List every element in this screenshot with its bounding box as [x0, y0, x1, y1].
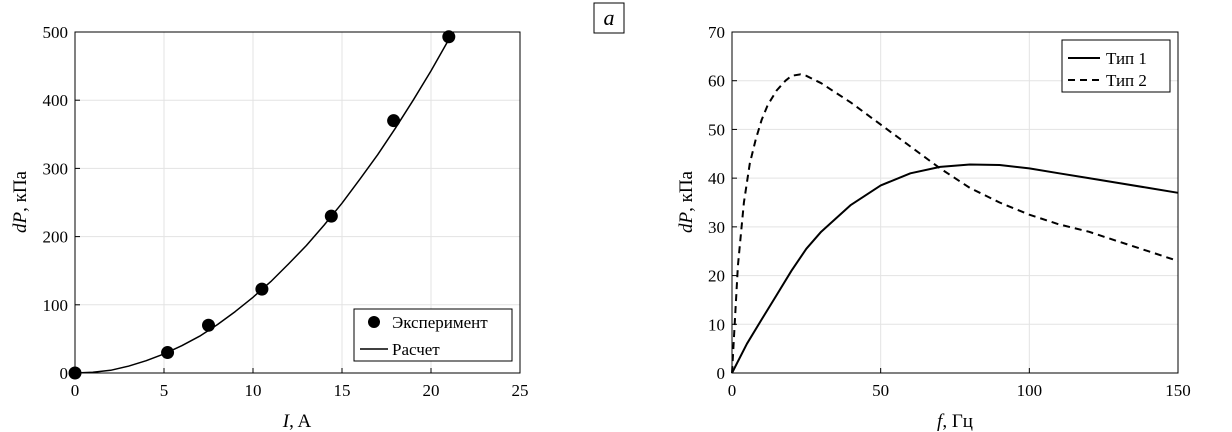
chart-1-y-axis-label: dP, кПа	[676, 170, 697, 233]
chart-0-legend-box	[353, 308, 513, 362]
chart-1-y-tick-label: 60	[708, 72, 725, 91]
chart-1-y-axis-unit: , кПа	[676, 170, 697, 211]
chart-0-y-tick-label: 300	[43, 159, 69, 178]
chart-1-y-tick-label: 70	[708, 23, 725, 42]
chart-1-y-axis-var: dP	[676, 212, 697, 234]
chart-1-x-tick-label: 150	[1165, 381, 1191, 400]
chart-1-series-line-0	[731, 163, 1179, 374]
chart-1-legend-label-1: Тип 2	[1106, 71, 1147, 90]
chart-0-y-tick-label: 100	[43, 296, 69, 315]
chart-0-series-line-1	[74, 39, 450, 374]
chart-0-y-axis-label: dP, кПа	[10, 170, 31, 233]
chart-1-x-axis-label: f, Гц	[937, 411, 973, 432]
chart-0-plot-frame	[74, 31, 521, 374]
chart-0-data-point	[387, 114, 401, 128]
chart-1-x-axis-unit: , Гц	[942, 411, 973, 432]
chart-1-legend: Тип 1 Тип 2	[1061, 39, 1171, 93]
chart-0-y-tick-label: 200	[43, 228, 69, 247]
chart-0-ticks: 0 5 10 15 20 25 0 100 200 300 400 500	[43, 23, 529, 400]
chart-1-series-line-1	[731, 73, 1179, 374]
chart-1-legend-label-0: Тип 1	[1106, 49, 1147, 68]
chart-0-y-tick-label: 500	[43, 23, 69, 42]
chart-1-legend-box	[1061, 39, 1171, 93]
chart-1-x-axis-var: f	[937, 411, 945, 432]
chart-1-y-tick-label: 0	[717, 364, 726, 383]
chart-1-series	[731, 73, 1179, 374]
chart-1-plot-frame	[731, 31, 1179, 374]
chart-0-data-point	[442, 30, 456, 44]
panel-tag: a	[593, 2, 625, 34]
chart-0-x-tick-label: 15	[334, 381, 351, 400]
chart-1-y-tick-label: 50	[708, 120, 725, 139]
panel-tag-label: a	[604, 5, 615, 30]
chart-1-x-tick-label: 50	[872, 381, 889, 400]
chart-0-legend-label-1: Расчет	[392, 340, 440, 359]
chart-0-x-axis-label: I, A	[282, 411, 312, 432]
chart-1-y-tick-label: 20	[708, 267, 725, 286]
chart-0-legend-label-0: Эксперимент	[392, 313, 488, 332]
chart-0-y-tick-label: 400	[43, 91, 69, 110]
chart-1-x-tick-label: 0	[728, 381, 737, 400]
chart-0-x-tick-label: 20	[423, 381, 440, 400]
chart-0-y-tick-label: 0	[60, 364, 69, 383]
chart-0-y-axis-var: dP	[10, 212, 31, 234]
chart-0-x-tick-label: 25	[512, 381, 529, 400]
chart-0-x-tick-label: 0	[71, 381, 80, 400]
chart-0-x-tick-label: 10	[245, 381, 262, 400]
chart-0-x-axis-var: I	[282, 411, 291, 432]
panel-tag-box	[593, 2, 625, 34]
chart-0-x-axis-unit: , A	[289, 411, 311, 432]
chart-1-y-tick-label: 30	[708, 218, 725, 237]
chart-0-y-axis-unit: , кПа	[10, 170, 31, 211]
chart-1-ticks: 0 50 100 150 0 10 20 30 40 50 60 70	[708, 23, 1191, 400]
chart-0-legend-marker	[368, 316, 380, 328]
chart-0-series	[68, 30, 456, 380]
chart-1-y-tick-label: 40	[708, 169, 725, 188]
chart-1-y-tick-label: 10	[708, 315, 725, 334]
chart-1-x-tick-label: 100	[1017, 381, 1043, 400]
chart-0-legend: Эксперимент Расчет	[353, 308, 513, 362]
chart-frequency-vs-pressure: 0 50 100 150 0 10 20 30 40 50 60 70 f, Гц dP, кПа Т…	[676, 23, 1191, 432]
chart-0-x-tick-label: 5	[160, 381, 169, 400]
